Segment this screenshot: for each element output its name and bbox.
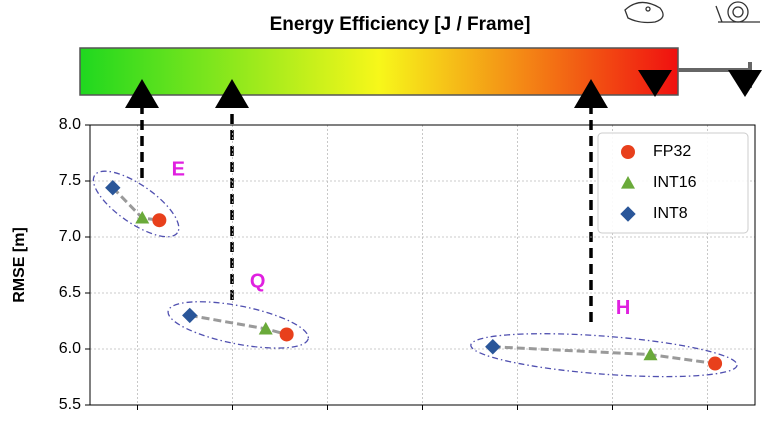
group-label: Q bbox=[250, 271, 266, 293]
point bbox=[708, 357, 722, 371]
chart: Energy Efficiency [J / Frame] RMSE [m] 5… bbox=[0, 0, 763, 417]
legend-label: INT8 bbox=[653, 205, 688, 222]
y-tick-label: 7.5 bbox=[59, 172, 81, 189]
y-tick-label: 8.0 bbox=[59, 116, 81, 133]
point bbox=[182, 308, 197, 323]
y-tick-label: 6.0 bbox=[59, 340, 81, 357]
point bbox=[280, 327, 294, 341]
arrow-lines bbox=[142, 105, 591, 322]
legend-label: FP32 bbox=[653, 143, 691, 160]
legend-marker bbox=[621, 145, 635, 159]
point bbox=[152, 213, 166, 227]
marker-triangle bbox=[728, 70, 762, 97]
point bbox=[485, 339, 500, 354]
legend-label: INT16 bbox=[653, 174, 697, 191]
snail-icon bbox=[716, 2, 760, 22]
group-ellipse bbox=[469, 326, 738, 384]
chart-title: Energy Efficiency [J / Frame] bbox=[270, 14, 531, 35]
group-label: H bbox=[616, 297, 630, 319]
y-axis-label: RMSE [m] bbox=[11, 227, 28, 303]
frog-icon bbox=[625, 2, 663, 22]
group-label: E bbox=[172, 158, 185, 180]
y-tick-label: 5.5 bbox=[59, 396, 81, 413]
group-link bbox=[190, 315, 287, 334]
y-tick-label: 7.0 bbox=[59, 228, 81, 245]
y-tick-label: 6.5 bbox=[59, 284, 81, 301]
